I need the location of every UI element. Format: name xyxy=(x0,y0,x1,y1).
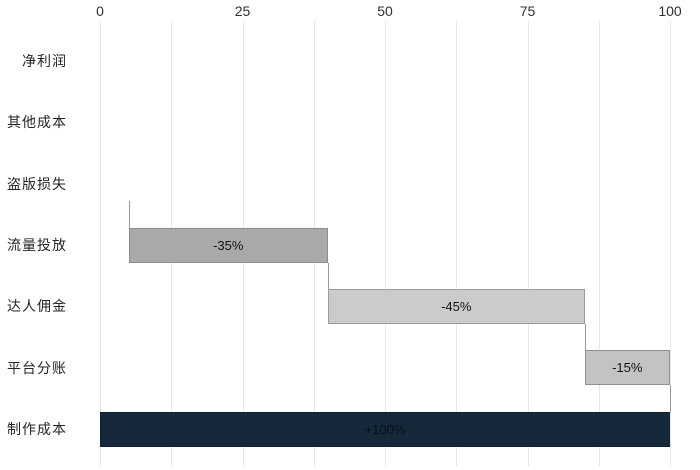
x-gridline xyxy=(527,21,529,466)
waterfall-connector-line xyxy=(584,323,586,351)
x-gridline xyxy=(456,21,458,466)
waterfall-connector-line xyxy=(670,385,671,412)
waterfall-bar-流量投放[interactable]: -35% xyxy=(128,227,328,263)
x-gridline xyxy=(385,21,386,466)
y-axis-category-label: 净利润 xyxy=(22,55,67,70)
bar-value-label: +100% xyxy=(364,421,406,437)
waterfall-connector-line xyxy=(328,262,329,289)
y-axis-category-label: 流量投放 xyxy=(7,239,67,255)
x-axis-tick-label: 25 xyxy=(234,3,251,19)
bar-value-label: -35% xyxy=(213,237,244,253)
x-gridline xyxy=(670,21,671,466)
waterfall-connector-line xyxy=(128,201,130,228)
y-axis-category-label: 其他成本 xyxy=(7,116,67,132)
x-axis-tick-label: 100 xyxy=(658,3,682,19)
waterfall-bar-达人佣金[interactable]: -45% xyxy=(328,288,585,324)
y-axis-category-label: 制作成本 xyxy=(7,423,67,439)
x-axis-tick-label: 50 xyxy=(377,3,393,19)
y-axis-category-label: 达人佣金 xyxy=(7,300,67,316)
waterfall-bar-平台分账[interactable]: -15% xyxy=(584,350,670,386)
bar-value-label: -15% xyxy=(612,360,643,376)
x-gridline xyxy=(100,21,101,466)
x-axis-tick-label: 75 xyxy=(519,3,536,19)
bar-value-label: -45% xyxy=(441,298,472,314)
y-axis-category-label: 盗版损失 xyxy=(7,177,67,193)
x-gridline xyxy=(598,21,600,466)
y-axis-category-label: 平台分账 xyxy=(7,361,67,377)
x-axis-tick-label: 0 xyxy=(96,3,104,19)
waterfall-bar-制作成本[interactable]: +100% xyxy=(100,411,670,447)
